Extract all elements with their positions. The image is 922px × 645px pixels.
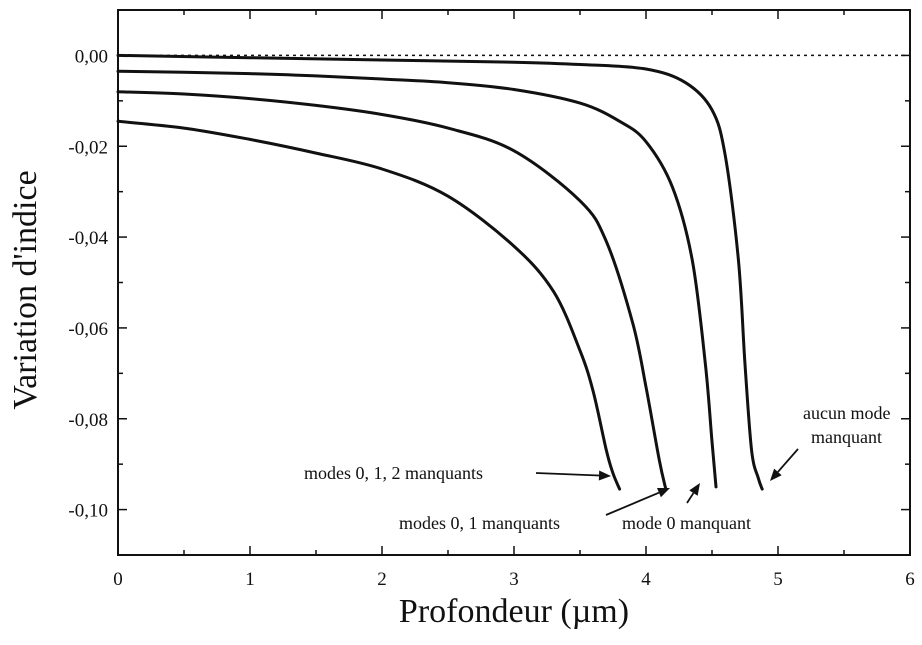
series-line-4	[116, 53, 764, 491]
x-axis-title: Profondeur (µm)	[399, 593, 629, 630]
annotation-arrows	[535, 448, 799, 516]
y-tick-label: -0,06	[68, 319, 108, 340]
series-line-1	[116, 119, 622, 491]
y-tick-label: -0,04	[68, 228, 108, 249]
axis-ticks	[117, 9, 911, 556]
annotation-mode-0: mode 0 manquant	[622, 513, 751, 533]
arrow-mode-0	[686, 483, 700, 504]
arrow-modes-012	[535, 470, 611, 481]
annotation-aucun-mode: aucun mode	[803, 403, 890, 423]
annotation-manquant: manquant	[811, 427, 882, 447]
y-tick-label: 0,00	[75, 46, 108, 67]
annotation-modes-012: modes 0, 1, 2 manquants	[304, 463, 483, 483]
arrow-aucun-mode	[770, 448, 799, 481]
x-tick-label: 2	[377, 569, 387, 590]
annotation-modes-01: modes 0, 1 manquants	[399, 513, 560, 533]
series-line-2	[116, 90, 668, 491]
x-tick-label: 6	[905, 569, 915, 590]
x-tick-label: 1	[245, 569, 255, 590]
series-group	[116, 53, 764, 491]
x-tick-label: 5	[773, 569, 783, 590]
series-line-3	[116, 69, 718, 489]
plot-frame	[117, 9, 911, 556]
arrow-modes-01	[605, 488, 670, 516]
y-tick-label: -0,02	[68, 137, 108, 158]
y-tick-label: -0,10	[68, 501, 108, 522]
x-tick-label: 3	[509, 569, 519, 590]
tick-labels: 0 1 2 3 4 5 6 0,00 -0,02 -0,04 -0,06 -0,08 -0,10	[68, 46, 914, 590]
x-tick-label: 0	[113, 569, 123, 590]
x-tick-label: 4	[641, 569, 651, 590]
y-tick-label: -0,08	[68, 410, 108, 431]
y-axis-title: Variation d'indice	[7, 170, 44, 409]
